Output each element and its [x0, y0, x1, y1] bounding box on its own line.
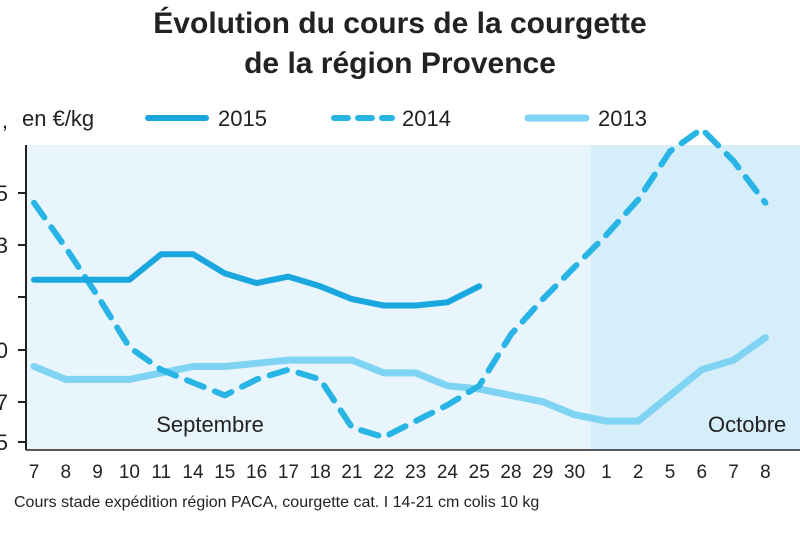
- x-tick-label: 21: [341, 462, 362, 483]
- x-tick-label: 2: [633, 462, 644, 483]
- x-tick-label: 29: [532, 462, 553, 483]
- x-tick-label: 18: [310, 462, 331, 483]
- series-line-2015: [31, 251, 483, 309]
- y-tick-label: 5: [0, 181, 8, 206]
- plot-background-september: [26, 145, 591, 450]
- x-tick-label: 1: [601, 462, 612, 483]
- x-tick-label: 23: [405, 462, 426, 483]
- x-tick-label: 15: [214, 462, 235, 483]
- x-tick-label: 30: [564, 462, 585, 483]
- x-tick-label: 11: [151, 462, 171, 483]
- x-tick-label: 24: [437, 462, 459, 483]
- x-tick-label: 8: [61, 462, 72, 483]
- x-tick-label: 7: [728, 462, 739, 483]
- x-tick-label: 5: [665, 462, 676, 483]
- x-tick-label: 16: [246, 462, 267, 483]
- chart-title: Évolution du cours de la courgette: [153, 7, 647, 40]
- x-tick-label: 14: [182, 462, 204, 483]
- series-line-2013: [30, 334, 769, 425]
- y-tick-label: 3: [0, 233, 8, 258]
- x-tick-label: 22: [373, 462, 394, 483]
- series-line-2014: [31, 125, 769, 441]
- chart-caption: Cours stade expédition région PACA, cour…: [14, 494, 540, 511]
- month-label-october: Octobre: [708, 412, 786, 437]
- x-tick-label: 6: [697, 462, 708, 483]
- y-tick-label: 7: [0, 390, 8, 415]
- y-axis-unit-label: en €/kg: [22, 106, 94, 131]
- legend-label-2015: 2015: [218, 106, 267, 131]
- y-tick-label: 5: [0, 430, 8, 455]
- chart-subtitle: de la région Provence: [244, 47, 556, 80]
- x-tick-label: 25: [469, 462, 490, 483]
- month-label-september: Septembre: [156, 412, 264, 437]
- x-tick-label: 28: [500, 462, 521, 483]
- x-tick-label: 7: [29, 462, 40, 483]
- plot-background-october: [590, 145, 800, 450]
- legend-label-2013: 2013: [598, 106, 647, 131]
- y-tick-label: 0: [0, 338, 8, 363]
- x-tick-label: 8: [760, 462, 771, 483]
- x-tick-label: 9: [92, 462, 103, 483]
- x-tick-label: 17: [278, 462, 299, 483]
- y-tick-label: ,: [2, 108, 8, 133]
- legend-label-2014: 2014: [402, 106, 451, 131]
- x-tick-label: 10: [119, 462, 140, 483]
